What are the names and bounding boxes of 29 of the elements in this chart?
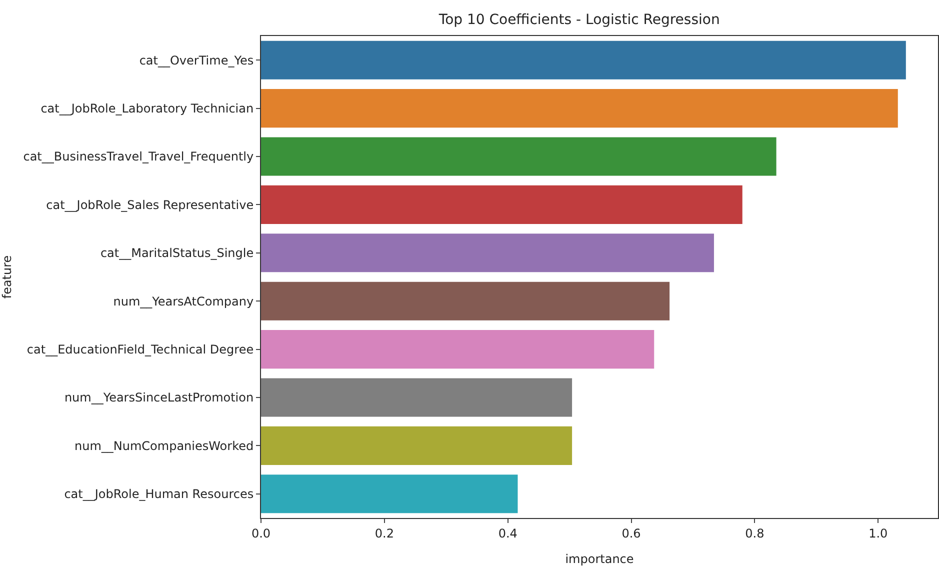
- y-tick-label: cat__JobRole_Human Resources: [64, 487, 254, 502]
- bar: [261, 234, 714, 272]
- bar: [261, 282, 670, 320]
- chart-title: Top 10 Coefficients - Logistic Regression: [438, 12, 720, 28]
- y-tick-label: cat__OverTime_Yes: [139, 53, 254, 68]
- y-tick-label: cat__JobRole_Laboratory Technician: [40, 102, 254, 116]
- y-tick-label: num__NumCompaniesWorked: [74, 438, 254, 453]
- bar: [261, 426, 572, 465]
- y-tick-label: cat__EducationField_Technical Degree: [26, 342, 254, 356]
- x-tick-label: 0.8: [745, 526, 764, 540]
- x-axis-title: importance: [565, 552, 634, 566]
- bar: [261, 185, 742, 224]
- y-tick-label: cat__BusinessTravel_Travel_Frequently: [23, 150, 254, 164]
- x-tick-label: 0.4: [498, 526, 518, 540]
- y-tick-label: num__YearsAtCompany: [113, 294, 254, 308]
- x-tick-label: 0.0: [251, 526, 271, 540]
- bar: [261, 474, 518, 514]
- x-tick-label: 0.6: [622, 526, 641, 540]
- bar: [261, 40, 906, 80]
- x-tick-label: 1.0: [868, 526, 888, 540]
- bar: [261, 330, 654, 369]
- y-axis-title: feature: [0, 255, 14, 299]
- bar: [261, 137, 776, 176]
- x-tick-label: 0.2: [374, 526, 394, 540]
- y-tick-label: cat__MaritalStatus_Single: [100, 246, 254, 260]
- y-tick-label: cat__JobRole_Sales Representative: [46, 198, 254, 212]
- bar: [261, 89, 898, 128]
- y-tick-label: num__YearsSinceLastPromotion: [64, 390, 254, 405]
- bar: [261, 378, 572, 417]
